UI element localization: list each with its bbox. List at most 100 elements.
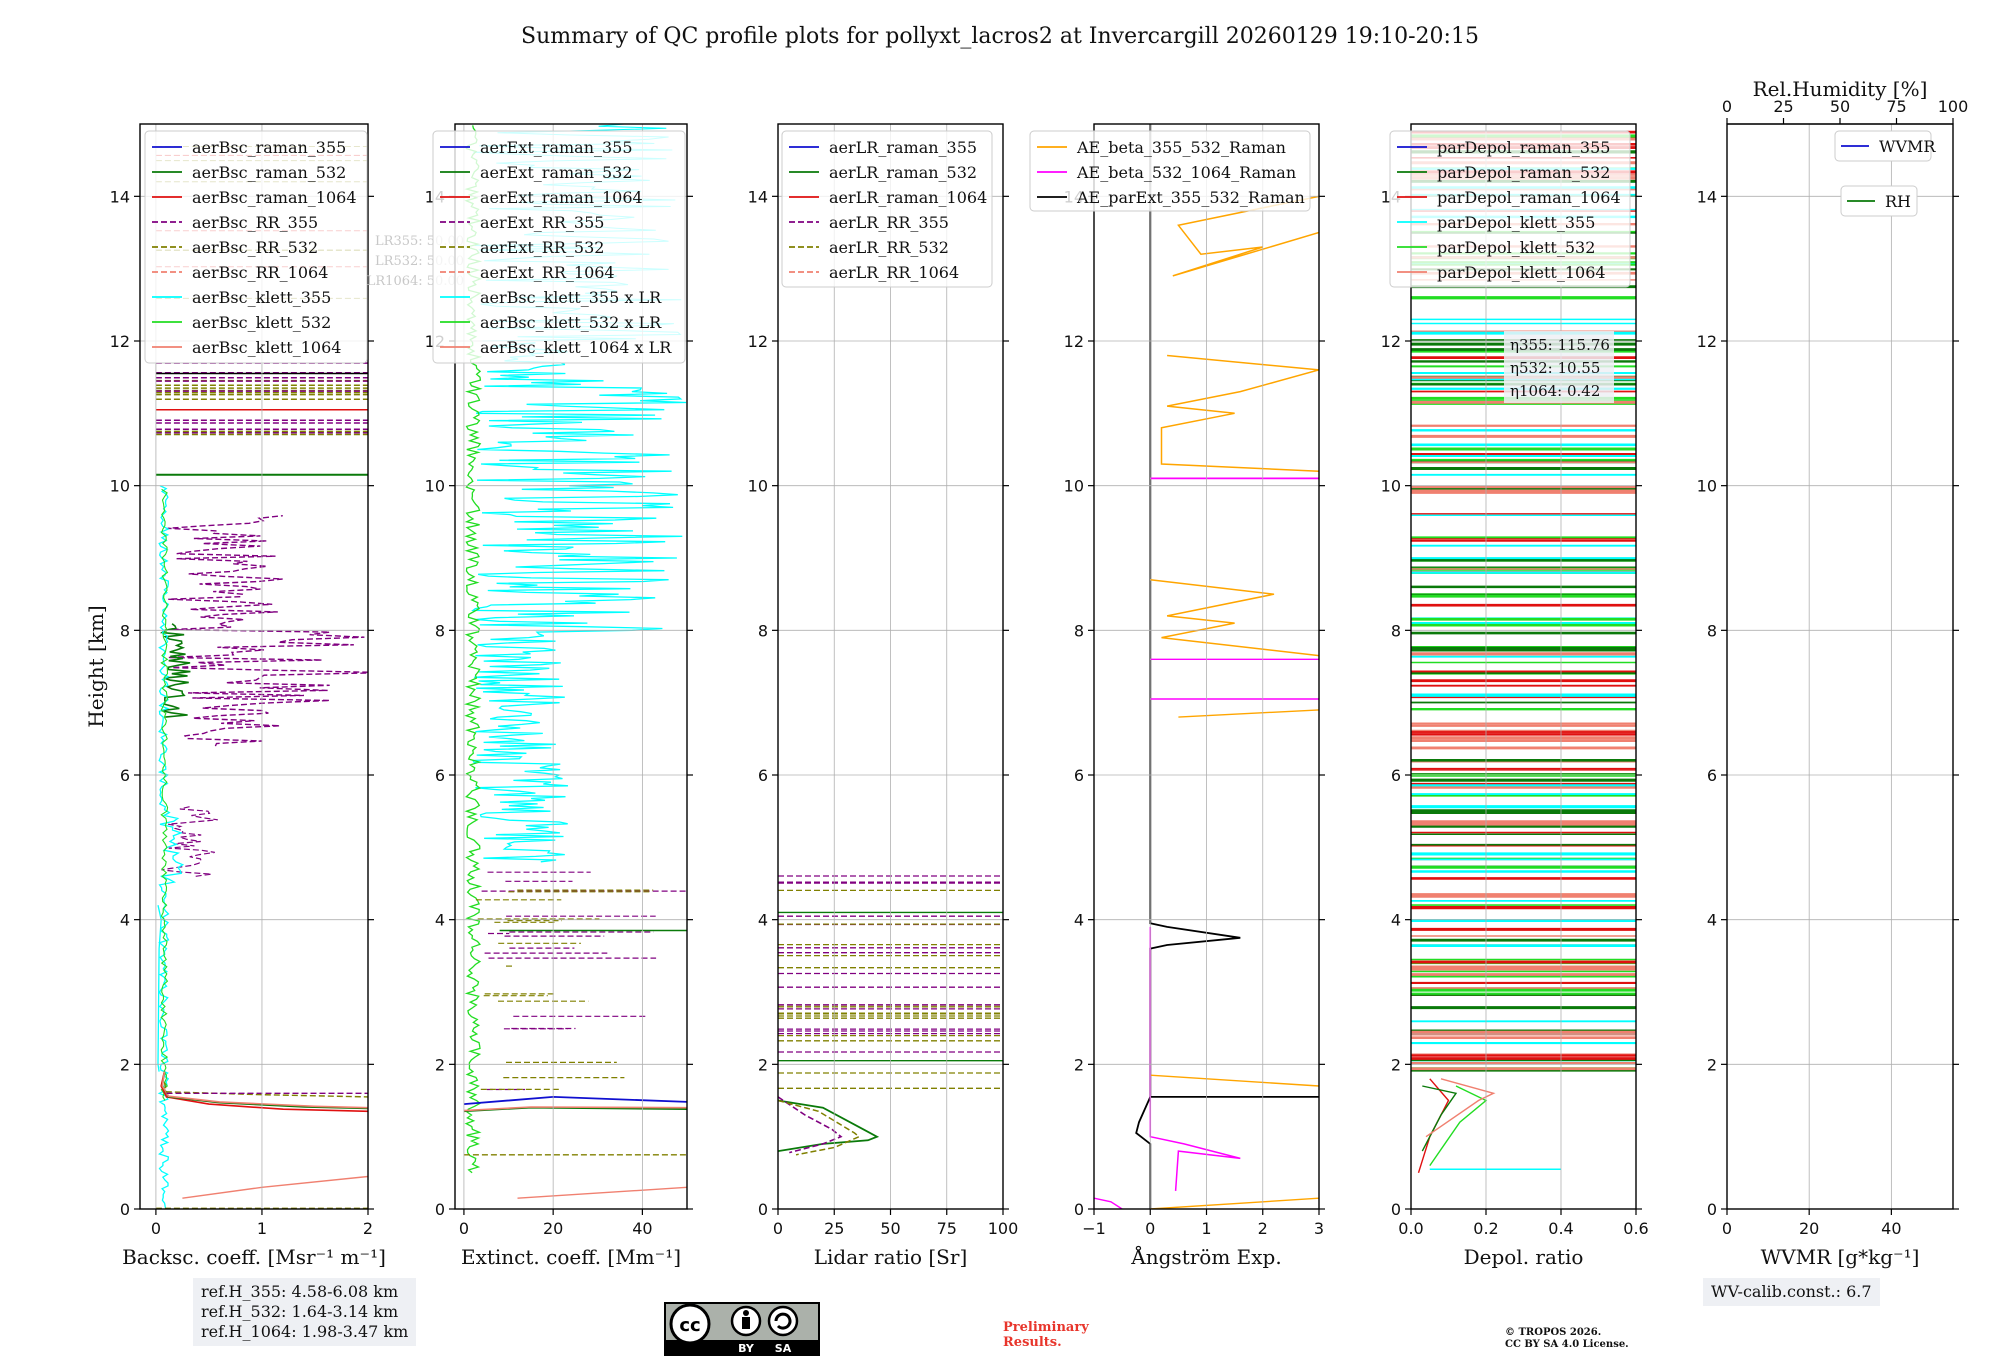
top-tick-label: 100 — [1938, 97, 1969, 116]
axes-frame — [139, 123, 369, 1210]
y-tick-label: 8 — [1074, 621, 1084, 640]
y-tick-label: 6 — [758, 766, 768, 785]
x-tick-label: 0.4 — [1548, 1219, 1573, 1238]
x-tick-label: 0 — [773, 1219, 783, 1238]
y-tick-label: 2 — [120, 1055, 130, 1074]
top-axis-label: Rel.Humidity [%] — [1753, 77, 1928, 101]
legend-label: aerLR_RR_532 — [829, 238, 949, 257]
series-line-green — [161, 1071, 368, 1110]
x-tick-label: 20 — [1799, 1219, 1819, 1238]
y-tick-label: 6 — [1074, 766, 1084, 785]
legend-label: aerLR_raman_532 — [829, 163, 977, 182]
ref-height-532: ref.H_532: 1.64-3.14 km — [201, 1302, 399, 1321]
y-tick-label: 4 — [758, 911, 768, 930]
legend-label: aerLR_raman_1064 — [829, 188, 987, 207]
legend-label: aerExt_RR_355 — [480, 213, 604, 232]
series-line-lime — [1429, 1085, 1488, 1166]
y-axis-label: Height [km] — [84, 605, 108, 727]
legend-label: aerBsc_RR_1064 — [192, 263, 328, 282]
series-line-orange — [1160, 354, 1319, 472]
x-tick-label: 20 — [543, 1219, 563, 1238]
series-line-orange — [1150, 1197, 1319, 1209]
x-tick-label: 0 — [459, 1219, 469, 1238]
ref-height-355: ref.H_355: 4.58-6.08 km — [201, 1282, 399, 1301]
copyright-line-1: © TROPOS 2026. — [1505, 1327, 1602, 1338]
legend-label: aerBsc_RR_355 — [192, 213, 318, 232]
series-line-salmon — [182, 1175, 368, 1199]
legend-box — [144, 130, 368, 364]
x-tick-label: 2 — [363, 1219, 373, 1238]
panel-lidar_ratio: 0 2 4 6 8 10 12 14 0 25 50 75 100 Lidar ratio [Sr] aer… — [748, 123, 1018, 1269]
legend-label: parDepol_raman_1064 — [1437, 188, 1621, 207]
legend-label: aerBsc_raman_1064 — [192, 188, 357, 207]
y-tick-label: 8 — [1707, 621, 1717, 640]
axes-frame — [454, 123, 688, 1210]
y-tick-label: 2 — [1391, 1055, 1401, 1074]
legend-label: aerExt_raman_532 — [480, 163, 633, 182]
panel-water_vapor: 0 2 4 6 8 10 12 14 0 20 40 WVMR [g*kg⁻¹] 0 25 50 75 100 R… — [1697, 77, 1969, 1269]
y-tick-label: 10 — [110, 477, 130, 496]
ref-heights-box: ref.H_355: 4.58-6.08 km ref.H_532: 1.64-… — [193, 1278, 417, 1346]
sa-icon — [767, 1305, 799, 1337]
y-tick-label: 2 — [1074, 1055, 1084, 1074]
x-tick-label: 75 — [937, 1219, 957, 1238]
eta-box — [1504, 331, 1614, 403]
axes-frame — [777, 123, 1004, 1210]
series-line-magenta — [1094, 1197, 1123, 1209]
y-tick-label: 10 — [1381, 477, 1401, 496]
y-tick-label: 8 — [758, 621, 768, 640]
legend-label: AE_beta_532_1064_Raman — [1076, 163, 1296, 182]
y-tick-label: 0 — [1707, 1200, 1717, 1219]
legend-label: aerBsc_klett_532 x LR — [480, 313, 662, 332]
cc-icon-text: cc — [679, 1315, 700, 1336]
series-line-salmon — [517, 1186, 687, 1199]
legend-label: aerBsc_klett_355 x LR — [480, 288, 662, 307]
x-axis-label: WVMR [g*kg⁻¹] — [1761, 1245, 1920, 1269]
x-tick-label: 1 — [257, 1219, 267, 1238]
legend-label: aerBsc_klett_355 — [192, 288, 331, 307]
y-tick-label: 12 — [1064, 332, 1084, 351]
x-tick-label: 40 — [632, 1219, 652, 1238]
cc-by-sa-badge: cc BY SA — [664, 1302, 820, 1356]
y-tick-label: 0 — [1391, 1200, 1401, 1219]
legend-label: aerExt_RR_1064 — [480, 263, 615, 282]
series-line-salmon — [463, 1106, 687, 1112]
y-tick-label: 0 — [758, 1200, 768, 1219]
copyright-notice: © TROPOS 2026. CC BY SA 4.0 License. — [1505, 1327, 1629, 1351]
x-tick-label: 0 — [151, 1219, 161, 1238]
legend-box — [1389, 130, 1631, 288]
y-tick-label: 2 — [435, 1055, 445, 1074]
x-tick-label: 0.6 — [1623, 1219, 1648, 1238]
x-tick-label: 40 — [1881, 1219, 1901, 1238]
y-tick-label: 0 — [1074, 1200, 1084, 1219]
series-line-blue — [463, 1095, 687, 1105]
y-tick-label: 4 — [120, 911, 130, 930]
y-tick-label: 8 — [435, 621, 445, 640]
legend-label: aerBsc_raman_355 — [192, 138, 346, 157]
y-tick-label: 12 — [1381, 332, 1401, 351]
series-line-red — [160, 1071, 368, 1113]
x-tick-label: 25 — [824, 1219, 844, 1238]
legend-box — [781, 130, 993, 288]
legend-box — [1834, 130, 1932, 162]
x-tick-label: 0.0 — [1398, 1219, 1423, 1238]
series-line-green — [778, 1099, 880, 1152]
legend-label: aerBsc_klett_1064 — [192, 338, 341, 357]
top-tick-label: 50 — [1830, 97, 1850, 116]
y-tick-label: 10 — [748, 477, 768, 496]
series-line-cyan — [471, 342, 687, 863]
series-line-red — [1417, 1078, 1450, 1174]
y-tick-label: 4 — [435, 911, 445, 930]
panel-extinction: 0246810121402040Extinct. coeff. [Mm⁻¹]ae… — [425, 123, 693, 1269]
data-layer — [1411, 130, 1636, 1174]
y-tick-label: 8 — [1391, 621, 1401, 640]
axes-frame — [1093, 123, 1320, 1210]
y-tick-label: 10 — [1064, 477, 1084, 496]
series-line-orange — [1150, 1074, 1319, 1087]
x-tick-label: 50 — [880, 1219, 900, 1238]
series-line-purple — [161, 804, 218, 877]
top-tick-label: 0 — [1722, 97, 1732, 116]
series-line-black — [1149, 124, 1319, 1098]
